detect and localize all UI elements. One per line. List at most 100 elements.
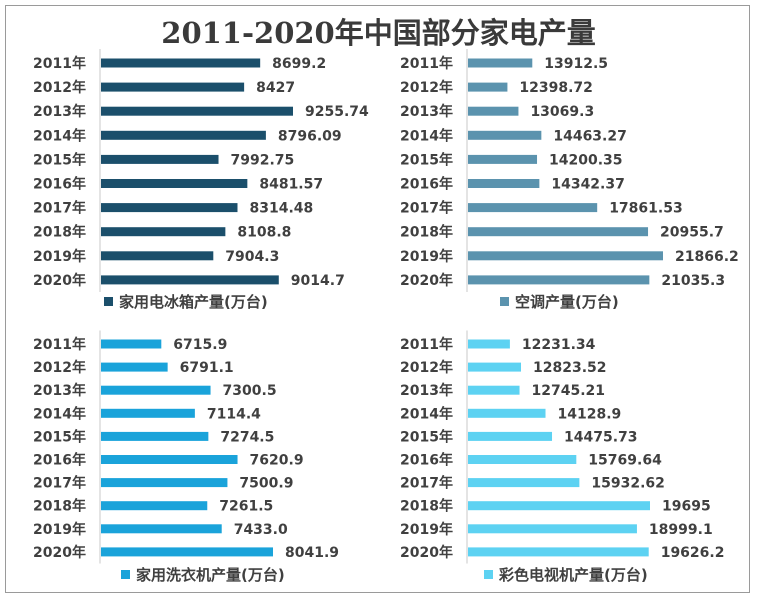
data-label: 7620.9 (250, 453, 304, 469)
data-label: 7274.5 (220, 429, 274, 445)
bar (468, 385, 520, 395)
legend-label: 空调产量(万台) (515, 293, 619, 311)
bar (101, 385, 211, 395)
bar (468, 179, 540, 188)
bar (468, 431, 553, 441)
category-label: 2016年 (33, 176, 86, 193)
data-label: 7992.75 (231, 152, 295, 168)
bar (468, 106, 519, 116)
data-label: 7114.4 (207, 406, 261, 422)
data-label: 20955.7 (660, 225, 724, 241)
bar (101, 524, 222, 534)
category-label: 2012年 (400, 79, 453, 96)
bar (468, 478, 580, 488)
category-label: 2020年 (33, 272, 86, 289)
data-label: 13069.3 (530, 104, 594, 120)
bar (101, 455, 238, 464)
bar (468, 130, 542, 140)
data-label: 6715.9 (173, 337, 227, 353)
bar (101, 501, 208, 511)
chart-title: 2011-2020年中国部分家电产量 (161, 16, 596, 50)
bar (468, 82, 508, 92)
category-label: 2011年 (400, 336, 453, 353)
category-label: 2014年 (400, 127, 453, 144)
data-label: 19695 (662, 499, 711, 515)
data-label: 7433.0 (234, 522, 288, 538)
category-label: 2011年 (33, 55, 86, 72)
legend-swatch (104, 297, 113, 306)
data-label: 9255.74 (305, 104, 369, 120)
bar (101, 203, 238, 213)
legend-label: 家用电冰箱产量(万台) (119, 293, 268, 311)
data-label: 8796.09 (278, 128, 342, 144)
bar (468, 547, 649, 557)
bar (468, 408, 546, 418)
category-label: 2019年 (400, 521, 453, 538)
bar (101, 547, 273, 557)
data-label: 15932.62 (591, 476, 665, 492)
legend-label: 家用洗衣机产量(万台) (136, 566, 285, 584)
data-label: 7904.3 (225, 249, 279, 265)
data-label: 12745.21 (532, 383, 606, 399)
data-label: 12231.34 (522, 337, 596, 353)
category-label: 2014年 (33, 127, 86, 144)
data-label: 14200.35 (549, 152, 623, 168)
category-label: 2011年 (33, 336, 86, 353)
category-label: 2018年 (33, 498, 86, 515)
chart-frame (5, 5, 750, 593)
category-label: 2014年 (400, 405, 453, 422)
bar (468, 501, 650, 511)
bar (468, 275, 650, 285)
category-label: 2020年 (400, 272, 453, 289)
bar (468, 339, 510, 349)
bar (101, 251, 214, 261)
data-label: 18999.1 (649, 522, 713, 538)
legend-swatch (121, 570, 130, 579)
category-label: 2017年 (33, 475, 86, 492)
bar (101, 154, 219, 164)
category-label: 2013年 (400, 103, 453, 120)
bar (101, 362, 168, 372)
bar (101, 431, 209, 441)
data-label: 8699.2 (272, 56, 326, 72)
category-label: 2012年 (33, 79, 86, 96)
category-label: 2016年 (33, 452, 86, 469)
data-label: 14463.27 (553, 128, 627, 144)
legend-swatch (500, 297, 509, 306)
category-label: 2017年 (400, 200, 453, 217)
category-label: 2013年 (33, 103, 86, 120)
category-label: 2012年 (400, 359, 453, 376)
data-label: 8108.8 (237, 225, 291, 241)
bar (468, 154, 538, 164)
bar (101, 106, 293, 116)
category-label: 2012年 (33, 359, 86, 376)
data-label: 9014.7 (291, 273, 345, 289)
data-label: 14475.73 (564, 429, 638, 445)
data-label: 8481.57 (259, 177, 323, 193)
category-label: 2018年 (33, 224, 86, 241)
legend-label: 彩色电视机产量(万台) (498, 566, 648, 584)
category-label: 2015年 (33, 428, 86, 445)
category-label: 2011年 (400, 55, 453, 72)
bar (468, 58, 533, 68)
bar (101, 408, 195, 418)
category-label: 2020年 (400, 544, 453, 561)
data-label: 13912.5 (544, 56, 608, 72)
category-label: 2019年 (400, 248, 453, 265)
bar (101, 275, 279, 285)
bar (468, 203, 598, 213)
category-label: 2020年 (33, 544, 86, 561)
bar (101, 130, 266, 140)
data-label: 21035.3 (661, 273, 725, 289)
data-label: 7300.5 (223, 383, 277, 399)
bar (468, 524, 637, 534)
category-label: 2016年 (400, 452, 453, 469)
data-label: 12398.72 (519, 80, 593, 96)
data-label: 21866.2 (675, 249, 739, 265)
bar (101, 179, 248, 188)
category-label: 2019年 (33, 521, 86, 538)
data-label: 6791.1 (180, 360, 234, 376)
data-label: 17861.53 (609, 201, 683, 217)
category-label: 2014年 (33, 405, 86, 422)
